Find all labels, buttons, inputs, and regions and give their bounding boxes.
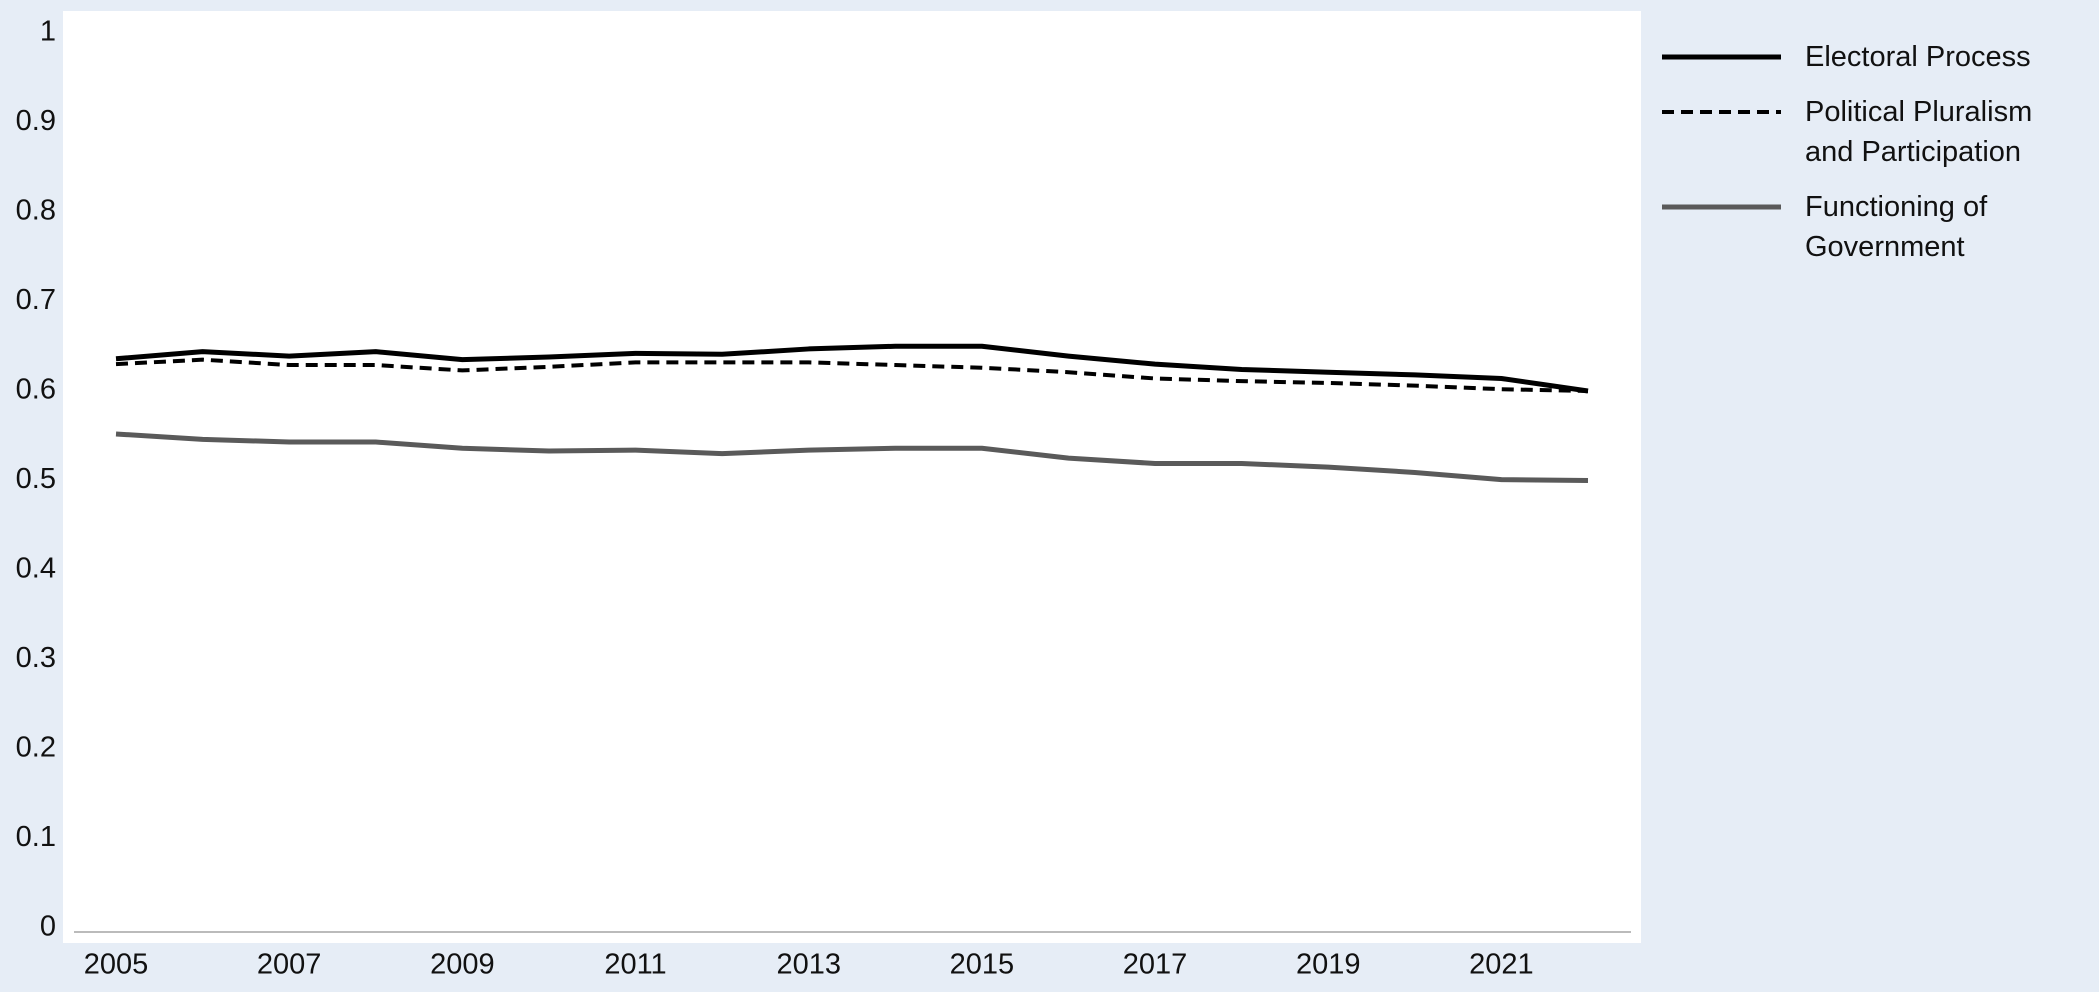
x-tick-label: 2019 xyxy=(1296,949,1361,981)
y-tick-label: 0.3 xyxy=(16,642,56,674)
y-tick-label: 0.8 xyxy=(16,195,56,227)
y-tick-label: 0.9 xyxy=(16,105,56,137)
y-tick-label: 1 xyxy=(40,16,56,48)
y-tick-label: 0.5 xyxy=(16,463,56,495)
x-tick-label: 2013 xyxy=(776,949,841,981)
series-line xyxy=(115,431,1589,483)
x-tick-label: 2017 xyxy=(1123,949,1188,981)
y-tick-label: 0 xyxy=(40,911,56,943)
y-tick-label: 0.6 xyxy=(16,374,56,406)
series-line xyxy=(115,343,1589,394)
x-tick-label: 2021 xyxy=(1469,949,1534,981)
legend-label: Functioning of Government xyxy=(1805,191,1988,263)
x-tick-label: 2011 xyxy=(604,949,666,981)
x-tick-label: 2005 xyxy=(84,949,149,981)
x-tick-label: 2015 xyxy=(950,949,1015,981)
x-tick-label: 2007 xyxy=(257,949,322,981)
plot-area xyxy=(63,11,1641,943)
y-tick-label: 0.1 xyxy=(16,821,56,853)
y-tick-label: 0.4 xyxy=(16,553,56,585)
y-tick-label: 0.2 xyxy=(16,732,56,764)
y-tick-label: 0.7 xyxy=(16,284,56,316)
legend-label: Electoral Process xyxy=(1805,41,2031,73)
legend-label: Political Pluralism and Participation xyxy=(1805,96,2033,168)
x-tick-label: 2009 xyxy=(430,949,495,981)
series-line xyxy=(115,357,1589,393)
